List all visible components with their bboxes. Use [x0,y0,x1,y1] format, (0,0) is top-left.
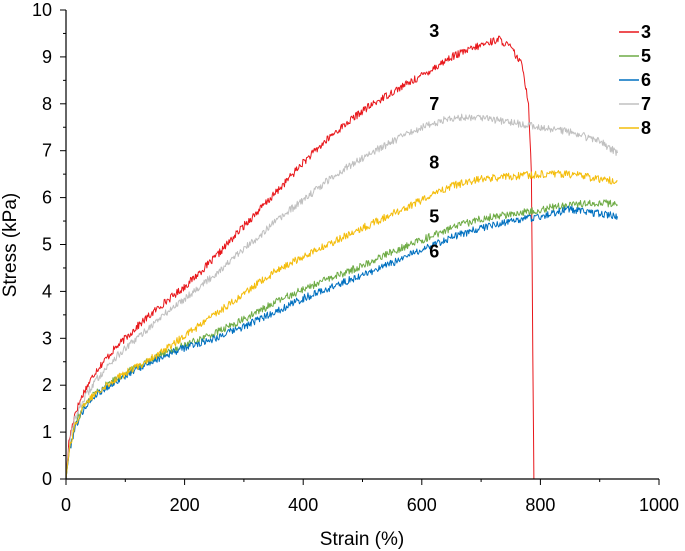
y-tick-label: 1 [42,422,52,442]
curve-label-7: 7 [429,94,439,114]
legend: 3 5 6 7 8 [619,22,651,138]
series-line-8 [65,170,618,480]
axes: 0 1 2 3 4 5 6 7 8 9 10 0 200 400 600 800 1000 [32,0,679,515]
x-tick-label: 0 [61,495,71,515]
series-line-7 [65,113,618,480]
x-axis-title: Strain (%) [320,529,404,550]
x-tick-label: 200 [170,495,200,515]
y-tick-label: 5 [42,235,52,255]
y-tick-label: 6 [42,188,52,208]
curve-label-3: 3 [429,21,439,41]
legend-label-6: 6 [641,70,651,90]
y-tick-label: 9 [42,47,52,67]
y-tick-label: 10 [32,0,52,20]
curves [65,35,618,480]
curve-label-6: 6 [429,242,439,262]
y-tick-label: 4 [42,281,52,301]
x-tick-label: 1000 [639,495,679,515]
series-line-3 [65,35,535,480]
legend-label-3: 3 [641,22,651,42]
x-tick-label: 800 [525,495,555,515]
x-tick-label: 400 [288,495,318,515]
legend-label-7: 7 [641,94,651,114]
y-tick-label: 3 [42,328,52,348]
y-tick-label: 0 [42,469,52,489]
y-tick-label: 7 [42,141,52,161]
curve-labels: 3 5 6 7 8 [429,21,439,261]
y-tick-label: 8 [42,94,52,114]
curve-label-5: 5 [429,206,439,226]
x-tick-label: 600 [407,495,437,515]
y-tick-label: 2 [42,375,52,395]
legend-label-8: 8 [641,118,651,138]
curve-label-8: 8 [429,152,439,172]
legend-label-5: 5 [641,46,651,66]
y-axis-title: Stress (kPa) [0,193,21,298]
series-line-6 [65,205,618,480]
